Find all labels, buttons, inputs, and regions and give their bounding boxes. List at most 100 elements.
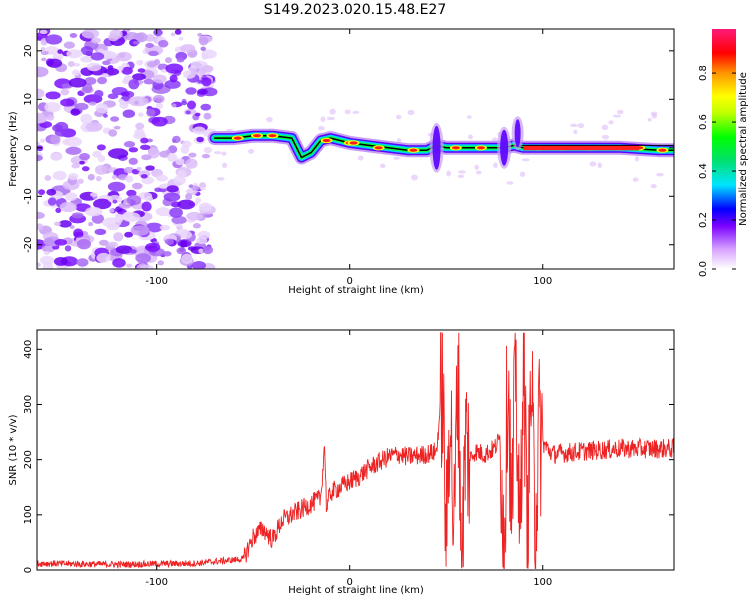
y-tick-label: 200 [23, 450, 34, 469]
noise-blob [128, 79, 140, 90]
noise-blob [148, 50, 159, 57]
noise-blob [46, 188, 57, 196]
noise-blob [129, 249, 137, 254]
noise-blob [119, 101, 129, 109]
noise-blob [145, 165, 155, 171]
noise-blob [474, 164, 479, 170]
noise-blob [65, 192, 78, 202]
noise-blob [201, 153, 211, 159]
noise-blob [140, 174, 148, 179]
noise-blob [96, 252, 111, 263]
noise-blob [44, 174, 52, 181]
noise-blob [506, 181, 514, 185]
ridge-hotspot [374, 146, 383, 150]
noise-blob [132, 40, 141, 45]
noise-blob [116, 51, 132, 62]
noise-blob [185, 110, 191, 115]
noise-blob [103, 113, 108, 118]
noise-blob [634, 156, 640, 162]
noise-blob [182, 140, 192, 148]
noise-blob [53, 256, 68, 266]
noise-blob [171, 215, 187, 225]
noise-blob [97, 76, 108, 85]
noise-blob [62, 138, 70, 145]
noise-blob [115, 245, 133, 254]
noise-blob [87, 173, 95, 181]
noise-blob [111, 174, 118, 180]
noise-blob [216, 177, 225, 181]
disturbance-blob [432, 125, 441, 170]
noise-blob [352, 110, 360, 114]
ridge-hotspot [409, 148, 418, 152]
noise-blob [577, 123, 585, 129]
noise-blob [108, 148, 129, 159]
noise-blob [123, 211, 134, 218]
noise-blob [45, 91, 61, 100]
noise-blob [88, 222, 94, 227]
noise-blob [37, 154, 43, 162]
noise-blob [126, 194, 142, 206]
noise-blob [152, 74, 167, 84]
y-tick-label: 0 [23, 145, 34, 151]
noise-blob [80, 113, 93, 125]
noise-blob [46, 114, 55, 121]
noise-blob [54, 239, 68, 246]
snr-frame [36, 329, 675, 571]
noise-blob [40, 138, 46, 143]
noise-blob [85, 121, 103, 132]
noise-blob [67, 60, 75, 67]
snr-x-ticks: -100 0 100 [145, 330, 552, 588]
noise-blob [113, 125, 121, 130]
noise-blob [143, 78, 155, 85]
noise-blob [203, 246, 211, 251]
noise-blob [145, 242, 161, 252]
noise-blob [123, 166, 135, 174]
noise-blob [110, 116, 120, 122]
noise-blob [171, 103, 177, 108]
noise-blob [190, 67, 199, 76]
noise-blob [163, 192, 181, 202]
noise-blob [124, 231, 134, 238]
noise-blob [198, 248, 204, 254]
noise-blob [54, 121, 69, 133]
noise-blob [53, 221, 61, 226]
noise-blob [37, 189, 46, 196]
noise-blob [320, 116, 326, 122]
noise-blob [122, 109, 136, 118]
ridge-hotspot [322, 138, 331, 143]
noise-blob [154, 187, 162, 193]
noise-blob [357, 155, 364, 161]
noise-blob [519, 171, 526, 177]
noise-blob [597, 162, 602, 169]
noise-blob [90, 192, 98, 197]
noise-blob [213, 151, 222, 155]
noise-blob [172, 135, 181, 144]
noise-blob [80, 55, 94, 63]
noise-blob [136, 59, 144, 66]
noise-blob [140, 137, 149, 144]
noise-blob [109, 208, 115, 213]
noise-blob [90, 52, 105, 61]
noise-blob [64, 136, 82, 147]
noise-blob [117, 66, 124, 71]
y-tick-label: -10 [23, 188, 34, 204]
noise-blob [601, 124, 609, 131]
noise-blob [97, 155, 106, 163]
noise-blob [185, 158, 198, 169]
noise-blob [393, 156, 400, 160]
noise-blob [137, 68, 146, 73]
noise-blob [203, 147, 213, 154]
disturbance-blob [514, 119, 521, 148]
noise-blob [55, 207, 62, 214]
noise-blob [176, 223, 183, 228]
noise-blob [46, 58, 63, 68]
noise-blob [42, 262, 54, 269]
noise-blob [201, 77, 212, 87]
noise-blob [52, 170, 67, 181]
noise-blob [37, 114, 48, 124]
noise-blob [76, 238, 92, 250]
noise-blob [318, 125, 325, 131]
noise-blob [107, 194, 122, 204]
